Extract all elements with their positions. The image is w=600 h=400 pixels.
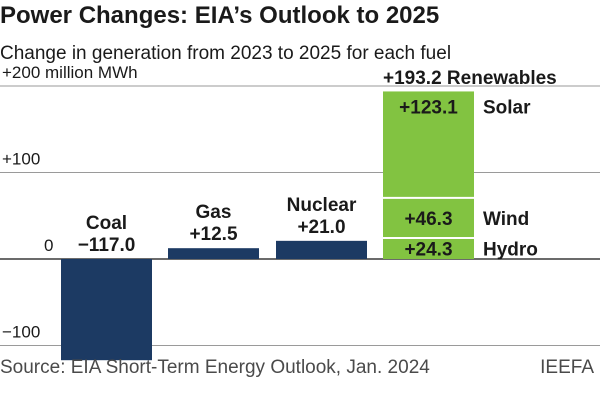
y-tick-label: 0 xyxy=(44,236,53,255)
category-label: Coal xyxy=(86,213,127,234)
segment-value-label: +123.1 xyxy=(399,97,458,118)
y-tick-label: +200 million MWh xyxy=(2,63,138,82)
renewables-total-label: +193.2 Renewables xyxy=(383,68,557,89)
category-label: Nuclear xyxy=(287,195,357,216)
y-tick-label: −100 xyxy=(2,323,40,342)
category-label: Gas xyxy=(196,202,232,223)
value-label: −117.0 xyxy=(78,235,136,256)
bar-nuclear xyxy=(276,240,367,259)
segment-name-label: Solar xyxy=(483,97,531,118)
y-tick-label: +100 xyxy=(2,150,40,169)
source-note: Source: EIA Short-Term Energy Outlook, J… xyxy=(0,357,430,378)
bar-segment-hydro xyxy=(383,237,474,259)
segment-name-label: Wind xyxy=(483,209,529,230)
value-label: +21.0 xyxy=(297,217,345,238)
value-label: +12.5 xyxy=(189,224,238,245)
segment-value-label: +24.3 xyxy=(404,239,452,260)
chart-subtitle: Change in generation from 2023 to 2025 f… xyxy=(0,43,452,64)
bar-segment-wind xyxy=(383,197,474,238)
segment-value-label: +46.3 xyxy=(404,209,452,230)
chart-title: Power Changes: EIA’s Outlook to 2025 xyxy=(0,2,440,29)
bar-gas xyxy=(168,248,259,259)
bar-segment-solar xyxy=(383,91,474,198)
org-credit: IEEFA xyxy=(540,357,594,378)
bar-coal xyxy=(61,259,152,361)
segment-name-label: Hydro xyxy=(483,239,538,260)
